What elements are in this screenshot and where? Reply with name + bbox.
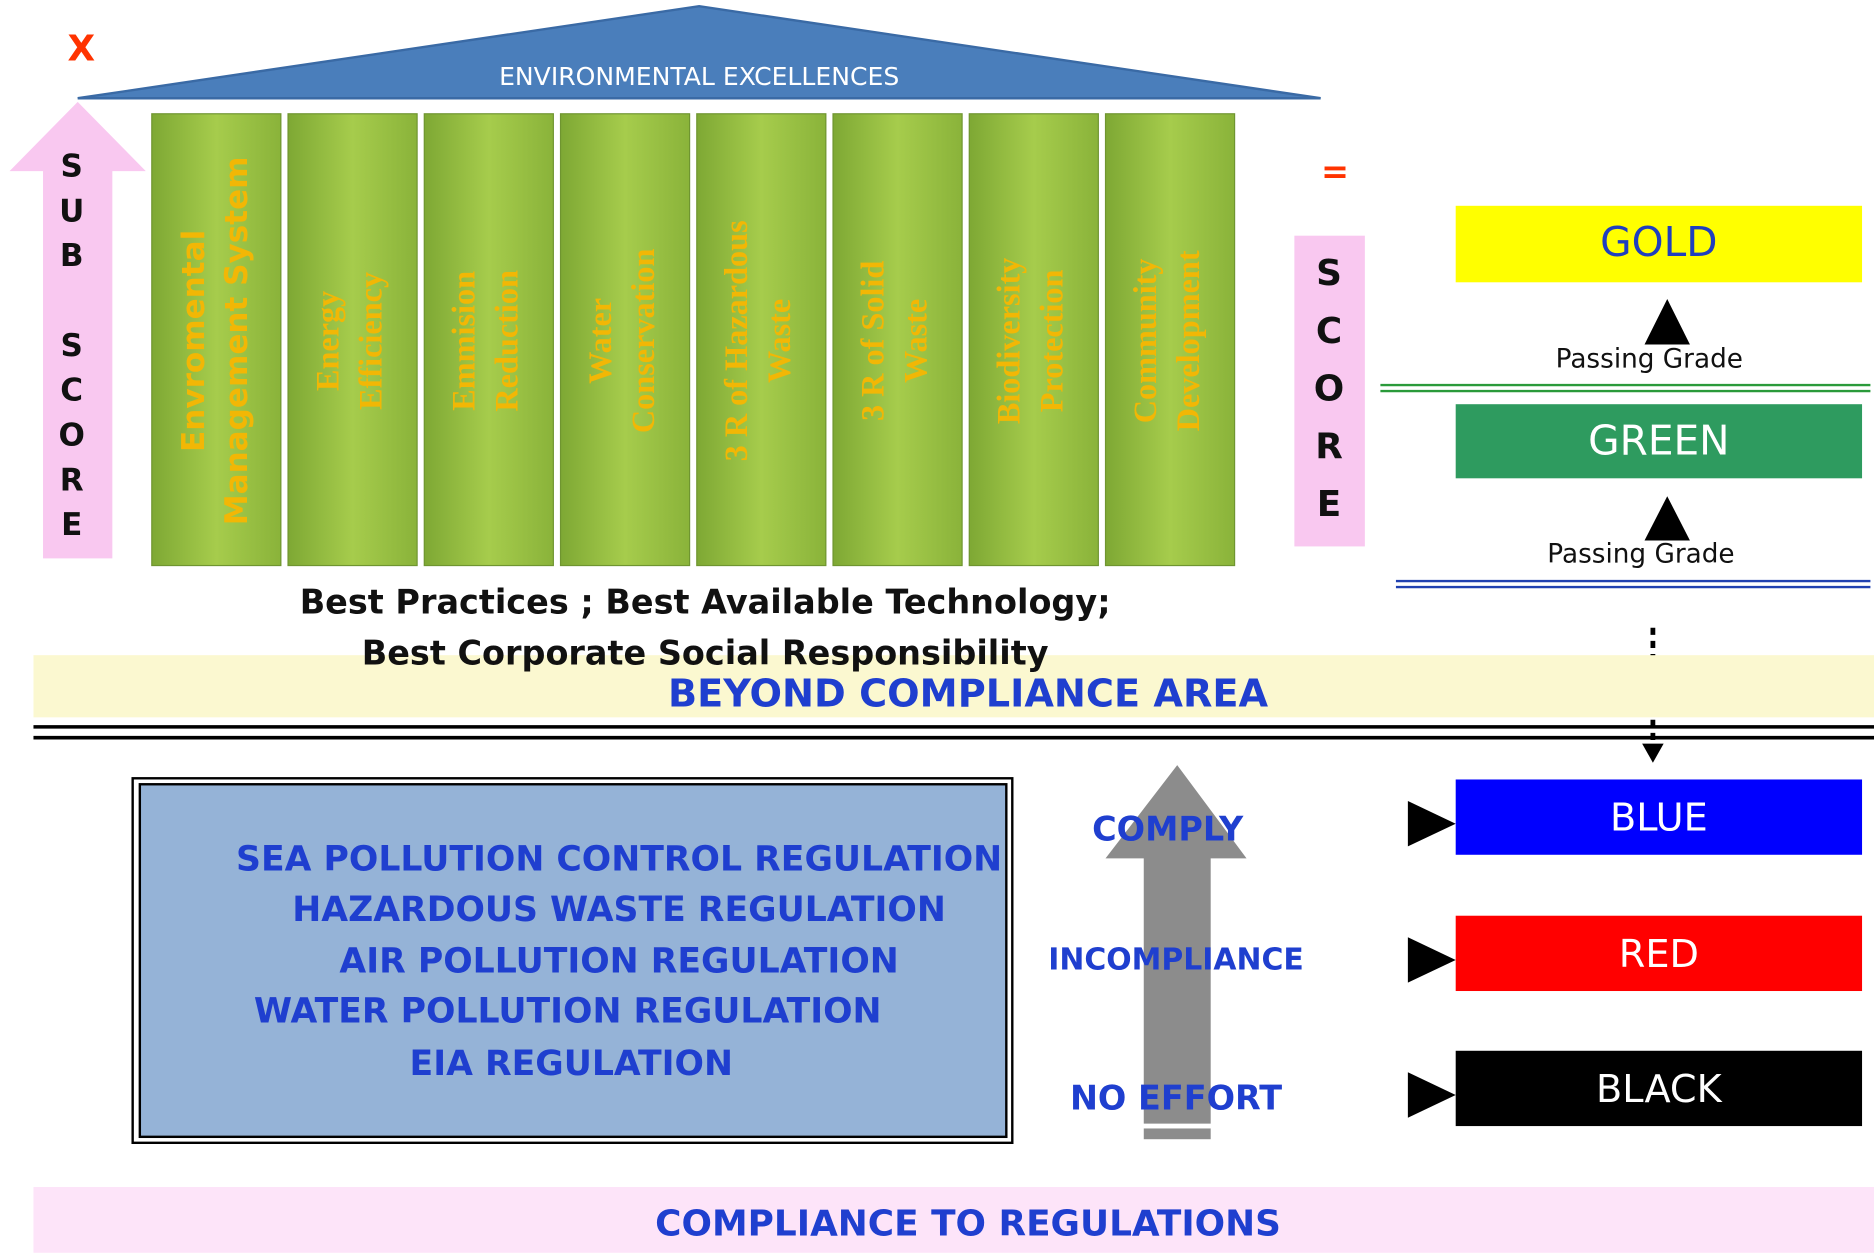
pillar: [287, 113, 418, 567]
level: COMPLY: [1092, 809, 1244, 848]
passing-grade: Passing Grade: [1547, 539, 1734, 569]
arrow-base: [1143, 1128, 1211, 1140]
red-label: RED: [1619, 933, 1699, 977]
pillar-label: Waste: [761, 299, 797, 383]
regulation: HAZARDOUS WASTE REGULATION: [292, 890, 946, 930]
beyond-band: [33, 655, 1874, 718]
regulation: SEA POLLUTION CONTROL REGULATION: [236, 840, 1002, 880]
pointer: [1407, 1072, 1456, 1118]
level: NO EFFORT: [1070, 1078, 1282, 1117]
gold-label: GOLD: [1600, 218, 1717, 266]
regulation: AIR POLLUTION REGULATION: [339, 941, 898, 981]
pillar-label: Reduction: [489, 270, 525, 412]
best-practices: Best Practices ; Best Available Technolo…: [300, 582, 1111, 621]
passing-grade: Passing Grade: [1556, 344, 1743, 374]
blue-label: BLUE: [1610, 797, 1708, 841]
pillar: [151, 113, 282, 567]
roof: [77, 5, 1321, 100]
best-practices: Best Corporate Social Responsibility: [362, 634, 1049, 673]
multiply: X: [67, 28, 95, 69]
compliance-band: [33, 1187, 1874, 1253]
pillar-label: 3 R of Solid: [854, 261, 890, 421]
pillar: [832, 113, 963, 567]
pillar-label: Management System: [219, 156, 255, 525]
compliance-arrow: [1105, 765, 1247, 1124]
pillar-label: Water: [582, 298, 618, 384]
pillar-label: Community: [1127, 258, 1163, 423]
up-triangle: [1644, 299, 1690, 345]
black-grade: [1455, 1050, 1863, 1127]
pointer: [1407, 800, 1456, 847]
pillar-label: Biodiversity: [991, 258, 1027, 425]
red-grade: [1455, 915, 1863, 992]
equals: =: [1321, 152, 1349, 191]
pillar-label: Conservation: [625, 249, 661, 434]
up-triangle: [1644, 496, 1690, 541]
regulation: WATER POLLUTION REGULATION: [254, 992, 882, 1032]
arrow-head: [1642, 743, 1664, 763]
pillar: [423, 113, 554, 567]
roof-title: ENVIRONMENTAL EXCELLENCES: [499, 62, 899, 91]
pillar: [696, 113, 827, 567]
pillar-label: Protection: [1034, 269, 1070, 412]
compliance-area: COMPLIANCE TO REGULATIONS: [655, 1203, 1281, 1244]
green-grade: [1455, 404, 1863, 479]
black-label: BLACK: [1596, 1068, 1723, 1112]
sub-score-arrow: [9, 101, 146, 559]
pillar: [559, 113, 691, 567]
gold-grade: [1455, 205, 1863, 283]
pillar: [968, 113, 1099, 567]
pillar-label: Energy: [309, 291, 345, 391]
pillar-label: Waste: [897, 299, 933, 383]
level: INCOMPLIANCE: [1048, 943, 1304, 978]
pillar-label: Envromental: [176, 230, 212, 452]
beyond-area: BEYOND COMPLIANCE AREA: [668, 672, 1269, 716]
pillar-label: Efficiency: [352, 272, 388, 410]
regulation: EIA REGULATION: [410, 1044, 733, 1084]
green-label: GREEN: [1588, 417, 1729, 465]
pointer: [1407, 937, 1456, 983]
pillar: [1104, 113, 1236, 567]
blue-grade: [1455, 779, 1863, 855]
pillar-label: Development: [1170, 250, 1206, 431]
pillar-label: Emmision: [446, 271, 482, 411]
regulation-box: [138, 783, 1008, 1139]
pillar-label: 3 R of Hazardous: [718, 220, 754, 461]
regulation-frame: [131, 777, 1014, 1145]
score-box: [1294, 235, 1365, 547]
